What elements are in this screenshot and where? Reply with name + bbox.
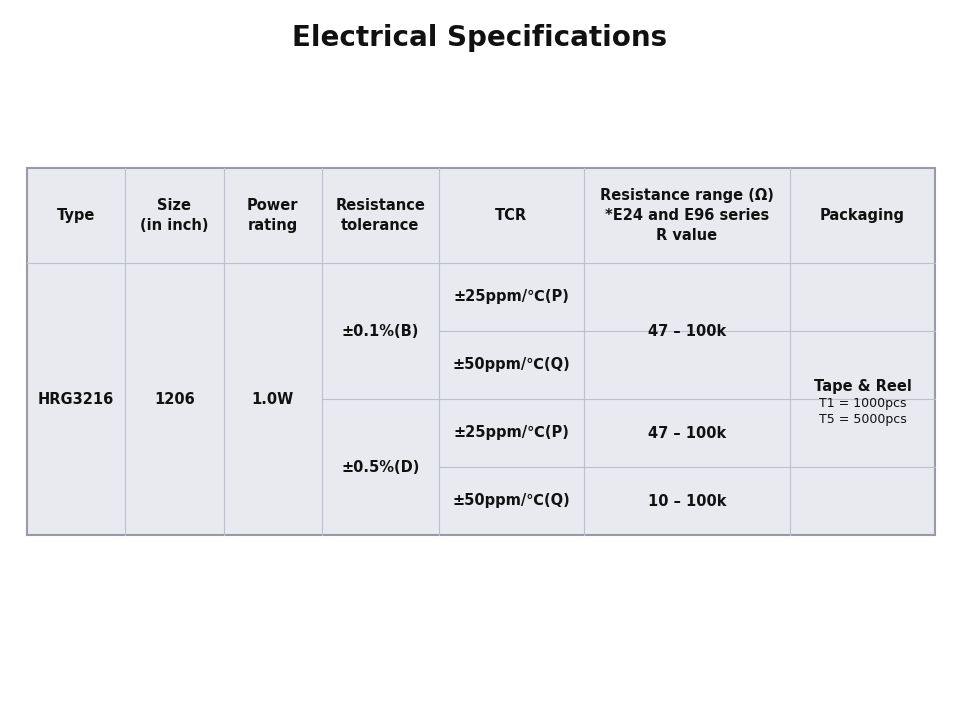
Text: 47 – 100k: 47 – 100k	[648, 323, 726, 338]
Text: 47 – 100k: 47 – 100k	[648, 426, 726, 441]
Text: ±25ppm/℃(P): ±25ppm/℃(P)	[453, 426, 569, 441]
Text: T5 = 5000pcs: T5 = 5000pcs	[819, 413, 906, 426]
Text: 1.0W: 1.0W	[252, 392, 294, 407]
Text: Resistance range (Ω)
*E24 and E96 series
R value: Resistance range (Ω) *E24 and E96 series…	[600, 188, 774, 243]
Text: ±50ppm/℃(Q): ±50ppm/℃(Q)	[452, 493, 570, 508]
Text: 10 – 100k: 10 – 100k	[648, 493, 726, 508]
Text: Tape & Reel: Tape & Reel	[813, 379, 911, 395]
Text: T1 = 1000pcs: T1 = 1000pcs	[819, 397, 906, 410]
Text: ±25ppm/℃(P): ±25ppm/℃(P)	[453, 289, 569, 305]
Text: Power
rating: Power rating	[247, 198, 299, 233]
Text: Electrical Specifications: Electrical Specifications	[293, 24, 667, 52]
Text: TCR: TCR	[495, 208, 527, 223]
Text: Resistance
tolerance: Resistance tolerance	[335, 198, 425, 233]
Text: 1206: 1206	[154, 392, 195, 407]
Bar	[27, 168, 935, 535]
Text: Size
(in inch): Size (in inch)	[140, 198, 208, 233]
Text: ±0.5%(D): ±0.5%(D)	[341, 459, 420, 474]
Text: Type: Type	[57, 208, 95, 223]
Text: ±0.1%(B): ±0.1%(B)	[342, 323, 420, 338]
Bar	[27, 168, 935, 535]
Text: HRG3216: HRG3216	[38, 392, 114, 407]
Text: Packaging: Packaging	[820, 208, 905, 223]
Text: ±50ppm/℃(Q): ±50ppm/℃(Q)	[452, 358, 570, 372]
